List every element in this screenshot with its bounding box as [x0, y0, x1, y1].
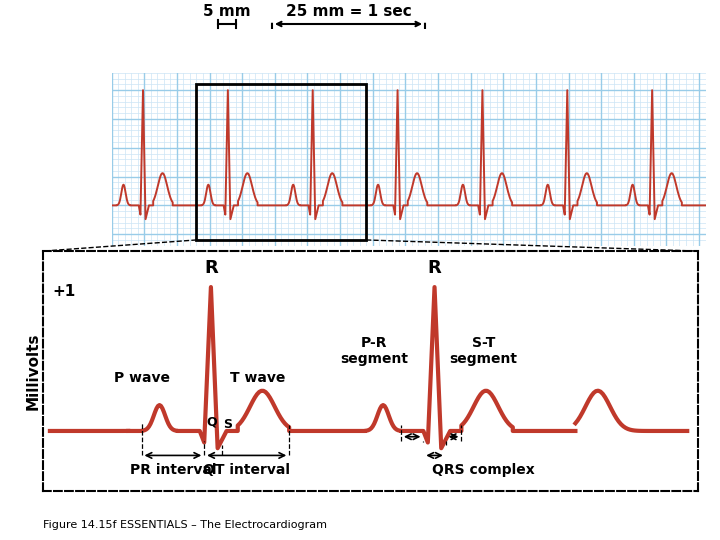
Text: QRS complex: QRS complex: [432, 463, 535, 477]
Bar: [197, 84, 366, 240]
Text: QT interval: QT interval: [203, 463, 290, 477]
Text: R: R: [204, 259, 217, 277]
Text: +1: +1: [52, 284, 76, 299]
Text: Figure 14.15f ESSENTIALS – The Electrocardiogram: Figure 14.15f ESSENTIALS – The Electroca…: [43, 520, 327, 530]
Text: S-T
segment: S-T segment: [450, 336, 518, 366]
Text: 5 mm: 5 mm: [203, 4, 251, 19]
Text: R: R: [428, 259, 441, 277]
Text: P wave: P wave: [114, 371, 170, 385]
Text: P-R
segment: P-R segment: [340, 336, 408, 366]
Text: 25 mm = 1 sec: 25 mm = 1 sec: [286, 4, 411, 19]
Text: PR interval: PR interval: [130, 463, 216, 477]
Text: Q: Q: [207, 415, 217, 428]
Text: S: S: [223, 418, 233, 431]
Y-axis label: Millivolts: Millivolts: [25, 333, 40, 410]
Text: T wave: T wave: [230, 371, 286, 385]
